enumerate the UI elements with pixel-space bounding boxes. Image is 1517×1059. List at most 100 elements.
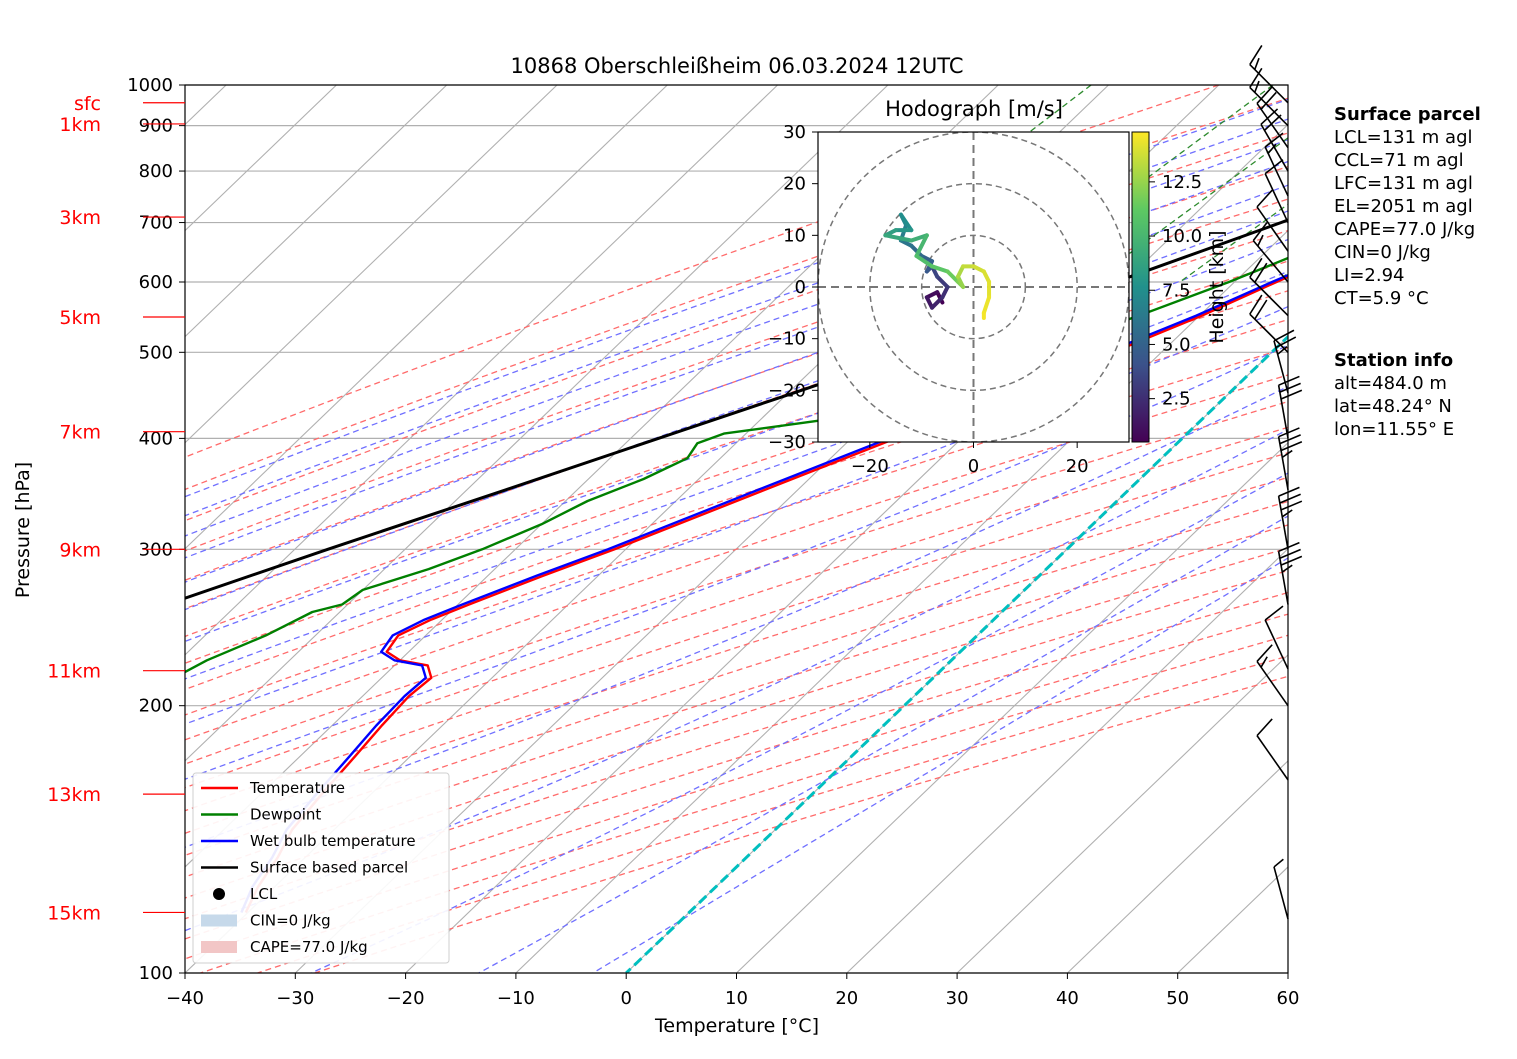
wind-barb bbox=[1273, 329, 1297, 394]
x-tick-label--10: −10 bbox=[497, 988, 535, 1009]
y-tick-label-1000: 1000 bbox=[127, 75, 173, 96]
isotherm-40 bbox=[1067, 760, 1288, 973]
hodo-x-tick-label: 20 bbox=[1066, 456, 1089, 477]
wind-barb-flag bbox=[1249, 67, 1263, 88]
wind-barb bbox=[1249, 257, 1289, 317]
surface-parcel-el: EL=2051 m agl bbox=[1334, 196, 1473, 217]
wind-barb-staff bbox=[1277, 495, 1289, 550]
wind-barb-staff bbox=[1249, 313, 1289, 353]
station-altitude: alt=484.0 m bbox=[1334, 373, 1447, 394]
wind-barb-flag bbox=[1254, 80, 1260, 93]
legend-label-4: LCL bbox=[250, 885, 278, 903]
hodo-segment bbox=[909, 243, 924, 258]
legend-swatch-4 bbox=[213, 888, 225, 900]
hodo-segment bbox=[945, 269, 960, 284]
dry-adiabat-110 bbox=[185, 476, 1288, 834]
wind-barb-staff bbox=[1249, 86, 1289, 127]
wind-barb-flag bbox=[1275, 336, 1297, 349]
colorbar-tick-label: 5.0 bbox=[1162, 334, 1191, 355]
hodograph-ticks: −20 0 20 −30 −20 −10 0 10 20 30 bbox=[768, 122, 1089, 477]
wind-barb-staff bbox=[1277, 436, 1289, 491]
wind-barb bbox=[1277, 541, 1303, 605]
y-tick-label-100: 100 bbox=[139, 963, 173, 984]
hodo-y-tick-label: −30 bbox=[768, 432, 806, 453]
wind-barb bbox=[1256, 718, 1289, 781]
wind-barb-flag bbox=[1256, 718, 1273, 737]
hodograph-rings bbox=[818, 132, 1129, 442]
legend-swatch-6 bbox=[201, 941, 237, 953]
wind-barbs bbox=[1249, 45, 1303, 920]
hodo-ring-20 bbox=[869, 182, 1078, 392]
wind-barb-flag bbox=[1257, 234, 1264, 247]
height-label-3km: 3km bbox=[59, 207, 101, 229]
surface-parcel-ct: CT=5.9 °C bbox=[1334, 288, 1429, 309]
height-label-1km: 1km bbox=[59, 114, 101, 136]
wind-barb-flag bbox=[1252, 222, 1268, 242]
wind-barb bbox=[1277, 375, 1303, 439]
wind-barb-staff bbox=[1256, 102, 1289, 149]
wind-barb-flag bbox=[1260, 91, 1277, 110]
dry-adiabat-30 bbox=[185, 260, 1288, 638]
dry-adiabat-170 bbox=[185, 613, 1288, 960]
x-tick-label--30: −30 bbox=[276, 988, 314, 1009]
colorbar-label: Height [km] bbox=[1206, 230, 1228, 343]
hodograph-trace bbox=[883, 212, 992, 320]
wind-barb-flag bbox=[1249, 257, 1263, 278]
isotherm-20 bbox=[846, 548, 1288, 973]
dry-adiabat-90 bbox=[185, 426, 1288, 789]
wind-barb-staff bbox=[1273, 866, 1289, 920]
wind-barb-staff bbox=[1264, 146, 1289, 197]
hodo-segment bbox=[930, 295, 945, 310]
series-surface-based-parcel bbox=[185, 218, 1288, 600]
hodo-y-tick-label: −10 bbox=[768, 329, 806, 350]
wind-barb-staff bbox=[1256, 735, 1289, 781]
wind-barb-flag bbox=[1263, 114, 1282, 131]
wind-barb-flag bbox=[1256, 644, 1273, 662]
legend-label-5: CIN=0 J/kg bbox=[250, 912, 331, 930]
wind-barb-flag bbox=[1281, 449, 1293, 459]
wind-barb-flag bbox=[1264, 132, 1284, 148]
isotherm-30 bbox=[956, 654, 1288, 973]
legend-swatch-5 bbox=[201, 914, 237, 927]
wind-barb-staff bbox=[1277, 551, 1289, 605]
colorbar-tick-label: 10.0 bbox=[1162, 226, 1202, 247]
legend-label-1: Dewpoint bbox=[250, 806, 321, 824]
wind-barb-flag bbox=[1256, 189, 1273, 208]
wind-barb bbox=[1256, 189, 1289, 252]
hodo-x-tick-label: 0 bbox=[968, 456, 979, 477]
x-tick-label-50: 50 bbox=[1166, 988, 1189, 1009]
height-label-15km: 15km bbox=[47, 902, 101, 924]
wind-barb-flag bbox=[1279, 434, 1301, 445]
wind-barb bbox=[1249, 67, 1289, 127]
y-tick-label-400: 400 bbox=[139, 428, 173, 449]
legend-label-3: Surface based parcel bbox=[250, 859, 408, 877]
wind-barb-flag bbox=[1278, 541, 1300, 553]
moist-adiabat-50 bbox=[592, 557, 1288, 973]
wind-barb-flag bbox=[1279, 382, 1301, 393]
colorbar bbox=[1131, 131, 1150, 443]
wind-barb-flag bbox=[1260, 108, 1279, 125]
hodo-ring-10 bbox=[920, 234, 1027, 340]
series-temperature bbox=[244, 275, 1288, 914]
freezing-level-line bbox=[625, 334, 1288, 973]
surface-parcel-cape: CAPE=77.0 J/kg bbox=[1334, 219, 1476, 240]
wind-barb-staff bbox=[1264, 619, 1289, 670]
moist-adiabat--10 bbox=[185, 138, 1288, 537]
wind-barb-staff bbox=[1277, 385, 1289, 439]
hodo-segment bbox=[898, 212, 914, 233]
wind-barb-flag bbox=[1281, 509, 1293, 518]
isotherm--80 bbox=[185, 85, 668, 550]
sounding-profiles bbox=[185, 218, 1288, 914]
wind-barb bbox=[1264, 159, 1289, 223]
wind-barb bbox=[1256, 86, 1289, 149]
wind-barb-flag bbox=[1256, 86, 1273, 104]
wind-barb-flag bbox=[1264, 605, 1284, 621]
wind-barb-flag bbox=[1280, 389, 1303, 400]
hodograph-title: Hodograph [m/s] bbox=[885, 97, 1063, 121]
x-axis-label: Temperature [°C] bbox=[654, 1015, 819, 1037]
y-tick-label-700: 700 bbox=[139, 213, 173, 234]
wind-barb-flag bbox=[1267, 143, 1277, 154]
